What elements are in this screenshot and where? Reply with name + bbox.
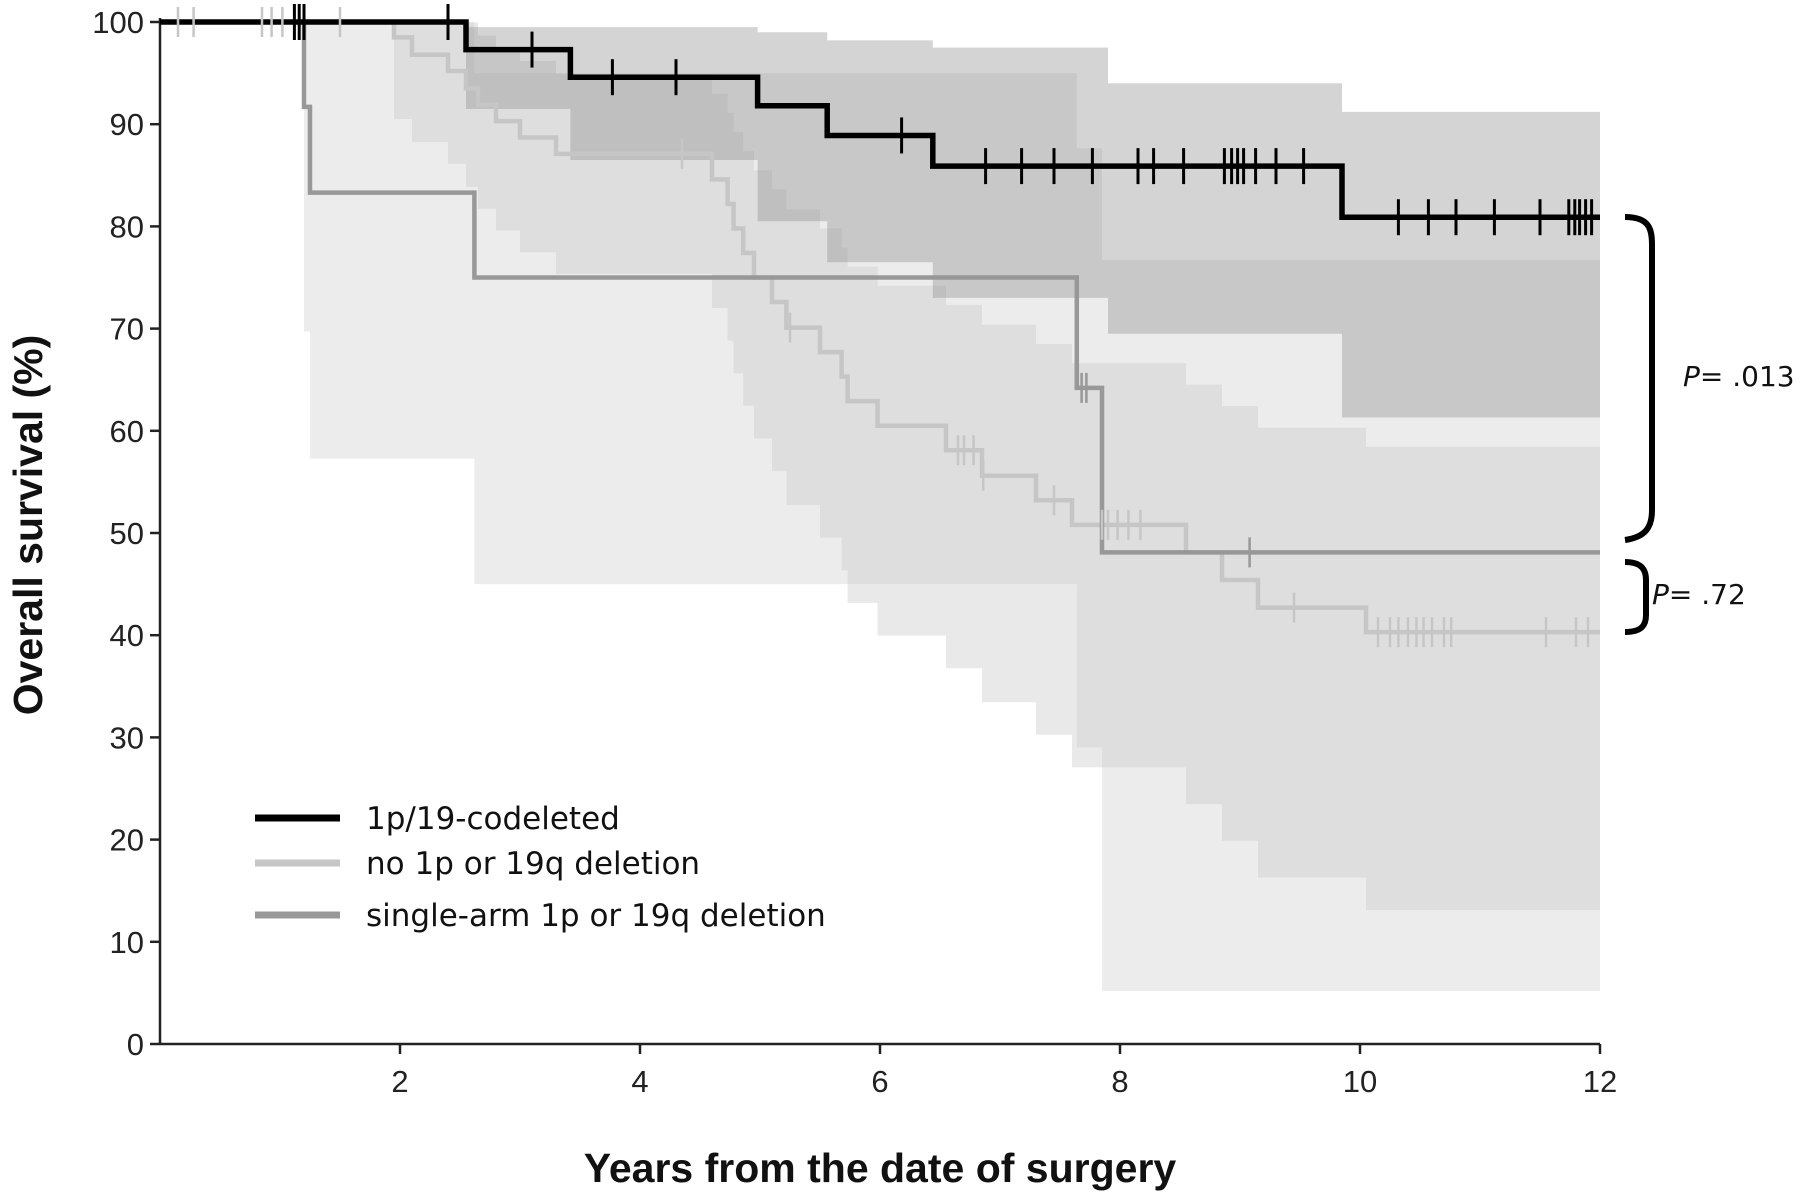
x-axis-ticks: 2 4 6 8 10 12 (391, 1044, 1617, 1099)
x-axis-title: Years from the date of surgery (584, 1145, 1177, 1191)
y-tick-label-10: 10 (110, 925, 144, 960)
ci-band-no-deletion (160, 22, 1600, 911)
legend-label-single-arm: single-arm 1p or 19q deletion (366, 898, 826, 934)
x-tick-label-6: 6 (871, 1064, 888, 1099)
y-axis-title: Overall survival (%) (5, 335, 51, 716)
legend: 1p/19-codeleted no 1p or 19q deletion si… (255, 801, 826, 934)
y-axis-ticks: 0 10 20 30 40 50 60 70 80 90 100 (92, 5, 160, 1062)
x-tick-label-10: 10 (1343, 1064, 1377, 1099)
y-tick-label-50: 50 (110, 516, 144, 551)
bracket-codeleted-vs-single-arm (1624, 214, 1655, 543)
bracket-single-arm-vs-no-deletion (1624, 559, 1649, 635)
legend-label-codeleted: 1p/19-codeleted (366, 801, 620, 837)
curve-2 (160, 19, 1600, 555)
curve-1 (160, 19, 1600, 635)
y-tick-label-70: 70 (110, 312, 144, 347)
y-tick-label-0: 0 (127, 1027, 144, 1062)
y-tick-label-20: 20 (110, 823, 144, 858)
curve-0 (160, 19, 1600, 220)
y-tick-label-90: 90 (110, 107, 144, 142)
y-tick-label-100: 100 (92, 5, 144, 40)
ci-band-single-arm (160, 22, 1600, 991)
x-tick-label-4: 4 (631, 1064, 648, 1099)
x-tick-label-12: 12 (1583, 1064, 1617, 1099)
p-value-brackets: P= .013 P= .72 (1624, 214, 1795, 635)
p-value-72: P= .72 (1652, 578, 1746, 611)
y-tick-label-40: 40 (110, 618, 144, 653)
censor-marks (176, 4, 1594, 648)
x-tick-label-8: 8 (1111, 1064, 1128, 1099)
y-tick-label-80: 80 (110, 209, 144, 244)
p-value-013: P= .013 (1683, 360, 1795, 393)
ci-band-codeleted (160, 22, 1600, 418)
confidence-bands (160, 22, 1600, 991)
legend-label-no-deletion: no 1p or 19q deletion (366, 846, 700, 882)
survival-curves (160, 19, 1600, 635)
y-tick-label-60: 60 (110, 414, 144, 449)
y-tick-label-30: 30 (110, 720, 144, 755)
x-tick-label-2: 2 (391, 1064, 408, 1099)
